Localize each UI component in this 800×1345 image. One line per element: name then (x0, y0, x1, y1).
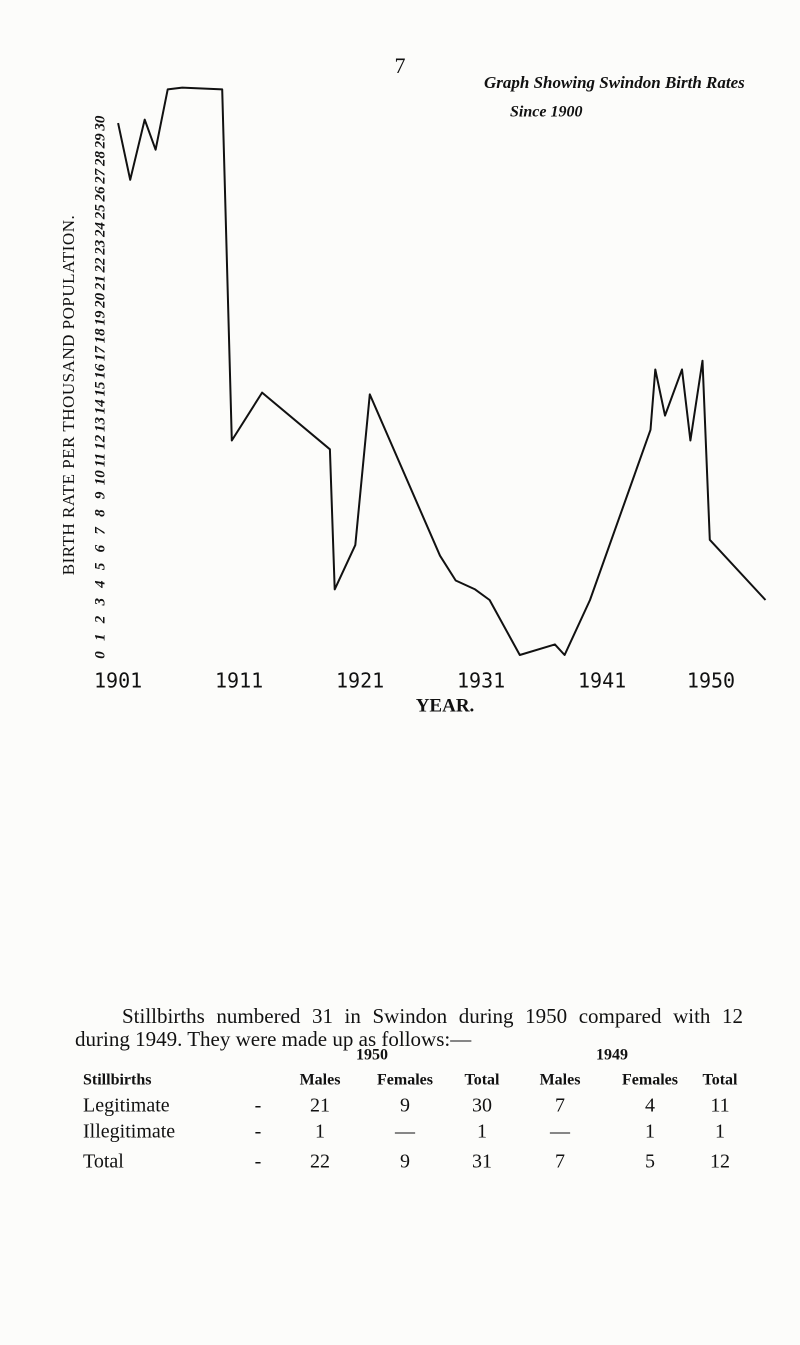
y-tick-label: 11 (92, 453, 108, 467)
group-header: 1950 (356, 1047, 388, 1064)
column-header: Males (300, 1072, 341, 1089)
y-tick-label: 4 (92, 580, 108, 589)
y-tick-label: 2 (92, 615, 108, 624)
chart-title: Graph Showing Swindon Birth Rates (484, 73, 745, 92)
table-cell: - (255, 1095, 262, 1117)
chart-subtitle: Since 1900 (510, 104, 582, 121)
table-cell: 9 (400, 1151, 410, 1173)
column-header: Total (465, 1072, 501, 1089)
y-tick-label: 6 (92, 544, 108, 552)
row-label: Illegitimate (83, 1121, 175, 1143)
table-cell: 9 (400, 1095, 410, 1117)
y-tick-label: 13 (92, 417, 108, 433)
table-cell: 7 (555, 1151, 565, 1173)
x-tick-label: 1921 (336, 669, 384, 693)
y-tick-label: 8 (92, 509, 108, 517)
y-tick-label: 3 (92, 598, 108, 607)
group-header: 1949 (596, 1047, 628, 1064)
x-tick-label: 1941 (578, 669, 626, 693)
x-tick-label: 1950 (687, 669, 735, 693)
paragraph: Stillbirths numbered 31 in Swindon durin… (75, 1004, 743, 1051)
birth-rate-line (117, 86, 767, 656)
x-tick-label: 1931 (457, 669, 505, 693)
y-tick-label: 23 (92, 239, 108, 256)
table-cell: 1 (315, 1121, 325, 1143)
table-cell: 12 (710, 1151, 730, 1173)
y-tick-label: 29 (92, 133, 108, 150)
x-tick-label: 1911 (215, 669, 263, 693)
column-header: Females (622, 1072, 678, 1089)
y-tick-label: 17 (92, 346, 108, 362)
y-tick-label: 27 (92, 168, 108, 185)
y-tick-label: 16 (92, 363, 108, 379)
table-cell: 1 (715, 1121, 725, 1143)
y-tick-label: 22 (92, 257, 108, 274)
y-tick-label: 26 (92, 186, 108, 203)
y-tick-label: 28 (92, 151, 108, 168)
y-axis-title: BIRTH RATE PER THOUSAND POPULATION. (59, 215, 78, 575)
y-tick-label: 10 (92, 470, 108, 486)
row-label: Legitimate (83, 1095, 170, 1117)
y-tick-label: 14 (92, 399, 108, 415)
column-header: Stillbirths (83, 1072, 151, 1089)
table-cell: — (394, 1121, 416, 1143)
table-cell: - (255, 1151, 262, 1173)
y-tick-label: 24 (92, 221, 108, 238)
table-cell: 22 (310, 1151, 330, 1173)
table-cell: 30 (472, 1095, 492, 1117)
y-tick-label: 1 (92, 634, 108, 642)
column-header: Females (377, 1072, 433, 1089)
y-tick-label: 19 (92, 310, 108, 326)
y-tick-label: 0 (92, 651, 108, 659)
x-axis-title: YEAR. (416, 695, 475, 716)
page-number: 7 (395, 53, 406, 78)
y-tick-label: 30 (92, 115, 108, 132)
y-tick-label: 25 (92, 204, 108, 221)
row-label: Total (83, 1151, 124, 1173)
column-header: Males (540, 1072, 581, 1089)
column-header: Total (703, 1072, 739, 1089)
table-cell: 21 (310, 1095, 330, 1117)
y-tick-label: 7 (92, 527, 108, 535)
table-cell: 1 (645, 1121, 655, 1143)
x-tick-label: 1901 (94, 669, 142, 693)
y-tick-label: 20 (92, 292, 108, 309)
y-tick-label: 18 (92, 328, 108, 344)
table-cell: 5 (645, 1151, 655, 1173)
y-tick-label: 9 (92, 491, 108, 499)
y-tick-label: 5 (92, 562, 108, 570)
table-cell: 1 (477, 1121, 487, 1143)
table-cell: 11 (710, 1095, 729, 1117)
table-cell: - (255, 1121, 262, 1143)
table-cell: 4 (645, 1095, 655, 1117)
table-cell: — (549, 1121, 571, 1143)
table-cell: 7 (555, 1095, 565, 1117)
y-tick-label: 15 (92, 381, 108, 397)
y-tick-label: 21 (92, 275, 108, 291)
table-cell: 31 (472, 1151, 492, 1173)
y-tick-label: 12 (92, 434, 108, 450)
